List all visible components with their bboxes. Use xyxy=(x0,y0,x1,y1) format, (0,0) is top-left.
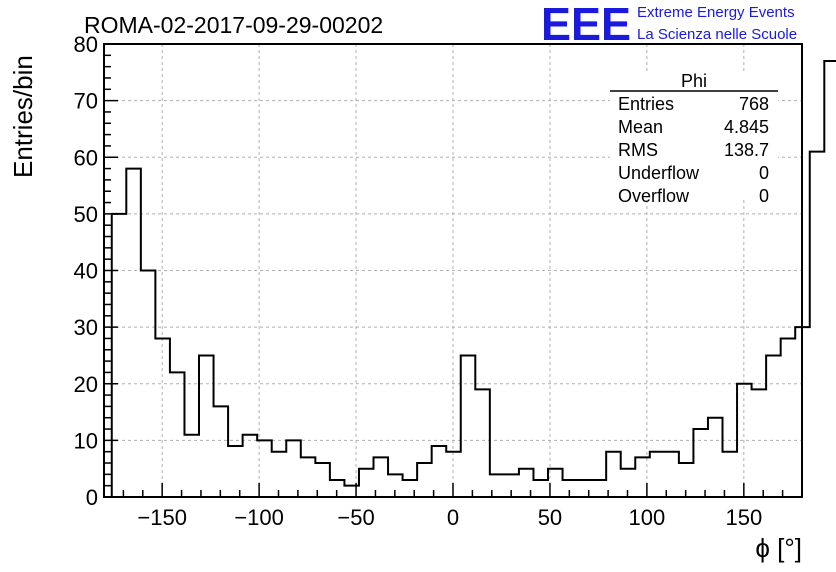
histogram-bin xyxy=(112,214,127,497)
histogram-outline xyxy=(110,59,836,497)
stats-value: 0 xyxy=(759,186,769,206)
y-tick-label: 80 xyxy=(74,32,98,57)
stats-box: Phi Entries 768 Mean 4.845 RMS 138.7 Underflow… xyxy=(610,71,778,206)
grid-lines xyxy=(104,44,802,497)
y-tick-label: 20 xyxy=(74,372,98,397)
stats-label: Entries xyxy=(618,94,674,114)
histogram-bin xyxy=(359,469,374,497)
stats-value: 0 xyxy=(759,163,769,183)
y-tick-label: 40 xyxy=(74,259,98,284)
histogram-series xyxy=(110,59,836,497)
histogram-bin xyxy=(432,446,447,497)
histogram-bin xyxy=(199,355,214,497)
y-tick-label: 30 xyxy=(74,315,98,340)
eee-logo: EEE Extreme Energy Events La Scienza nel… xyxy=(541,0,797,50)
histogram-bin xyxy=(417,463,432,497)
stats-box-background xyxy=(610,74,778,200)
histogram-bin xyxy=(752,389,767,497)
y-axis-title: Entries/bin xyxy=(8,55,38,178)
y-tick-label: 50 xyxy=(74,202,98,227)
histogram-bin xyxy=(214,406,229,497)
histogram-bin xyxy=(708,418,723,497)
stats-label: Underflow xyxy=(618,163,700,183)
histogram-bin xyxy=(475,389,490,497)
stats-label: Overflow xyxy=(618,186,690,206)
eee-logo-mark: EEE xyxy=(541,0,631,50)
histogram-bin xyxy=(533,480,548,497)
histogram-bin xyxy=(228,446,243,497)
stats-value: 138.7 xyxy=(724,140,769,160)
stats-box-name: Phi xyxy=(681,71,707,91)
histogram-bin xyxy=(184,435,199,497)
y-tick-label: 10 xyxy=(74,428,98,453)
histogram-bin xyxy=(693,429,708,497)
y-tick-label: 60 xyxy=(74,145,98,170)
logo-line-1: Extreme Energy Events xyxy=(637,4,795,21)
x-axis-ticks: −150 −100 −50 0 50 100 150 xyxy=(103,483,803,530)
x-tick-label: 0 xyxy=(447,505,459,530)
logo-line-2: La Scienza nelle Scuole xyxy=(637,26,797,43)
stats-label: Mean xyxy=(618,117,663,137)
histogram-bin xyxy=(170,372,185,497)
histogram-bin xyxy=(650,452,665,497)
x-tick-label: −150 xyxy=(137,505,187,530)
chart-title: ROMA-02-2017-09-29-00202 xyxy=(84,12,383,38)
x-tick-label: −50 xyxy=(337,505,374,530)
histogram-bin xyxy=(286,440,301,497)
stats-value: 4.845 xyxy=(724,117,769,137)
x-tick-label: 150 xyxy=(725,505,762,530)
stats-box-rows: Entries 768 Mean 4.845 RMS 138.7 Underflow 0 Ove… xyxy=(618,94,769,206)
stats-label: RMS xyxy=(618,140,658,160)
x-tick-label: −100 xyxy=(234,505,284,530)
histogram-bin xyxy=(781,338,796,497)
histogram-bin xyxy=(810,152,825,497)
histogram-bin xyxy=(301,457,316,497)
stats-value: 768 xyxy=(739,94,769,114)
histogram-bin xyxy=(126,169,141,497)
y-tick-label: 70 xyxy=(74,89,98,114)
histogram-bin xyxy=(766,355,781,497)
y-axis-ticks: 0 10 20 30 40 50 60 70 80 xyxy=(74,32,118,510)
y-tick-label: 0 xyxy=(86,485,98,510)
histogram-bin xyxy=(461,355,476,497)
histogram-bin xyxy=(592,480,607,497)
x-tick-label: 50 xyxy=(538,505,562,530)
histogram-bin xyxy=(243,435,258,497)
x-tick-label: 100 xyxy=(629,505,666,530)
histogram-bin xyxy=(824,61,836,497)
x-axis-title: ϕ [°] xyxy=(755,533,802,563)
